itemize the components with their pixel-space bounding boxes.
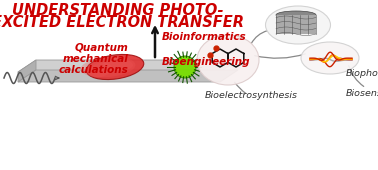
Polygon shape [18,60,238,72]
Text: Bioengineering: Bioengineering [162,57,251,67]
Ellipse shape [265,6,330,44]
Ellipse shape [81,57,135,77]
Ellipse shape [174,56,196,78]
Polygon shape [18,60,36,82]
Text: UNDERSTANDING PHOTO-: UNDERSTANDING PHOTO- [12,3,224,18]
Ellipse shape [197,35,259,85]
Ellipse shape [301,42,359,74]
Ellipse shape [86,54,144,80]
Polygon shape [18,70,238,82]
Polygon shape [276,15,316,34]
Text: EXCITED ELECTRON TRANSFER: EXCITED ELECTRON TRANSFER [0,15,244,30]
Ellipse shape [88,63,112,77]
Text: Biophotovoltaics: Biophotovoltaics [346,70,378,79]
Text: Bioinformatics: Bioinformatics [162,32,246,42]
Ellipse shape [103,58,133,70]
Ellipse shape [276,11,316,19]
Text: Quantum
mechanical
calculations: Quantum mechanical calculations [58,42,128,75]
Text: Biosensing: Biosensing [346,89,378,98]
Text: Bioelectrosynthesis: Bioelectrosynthesis [205,91,298,100]
